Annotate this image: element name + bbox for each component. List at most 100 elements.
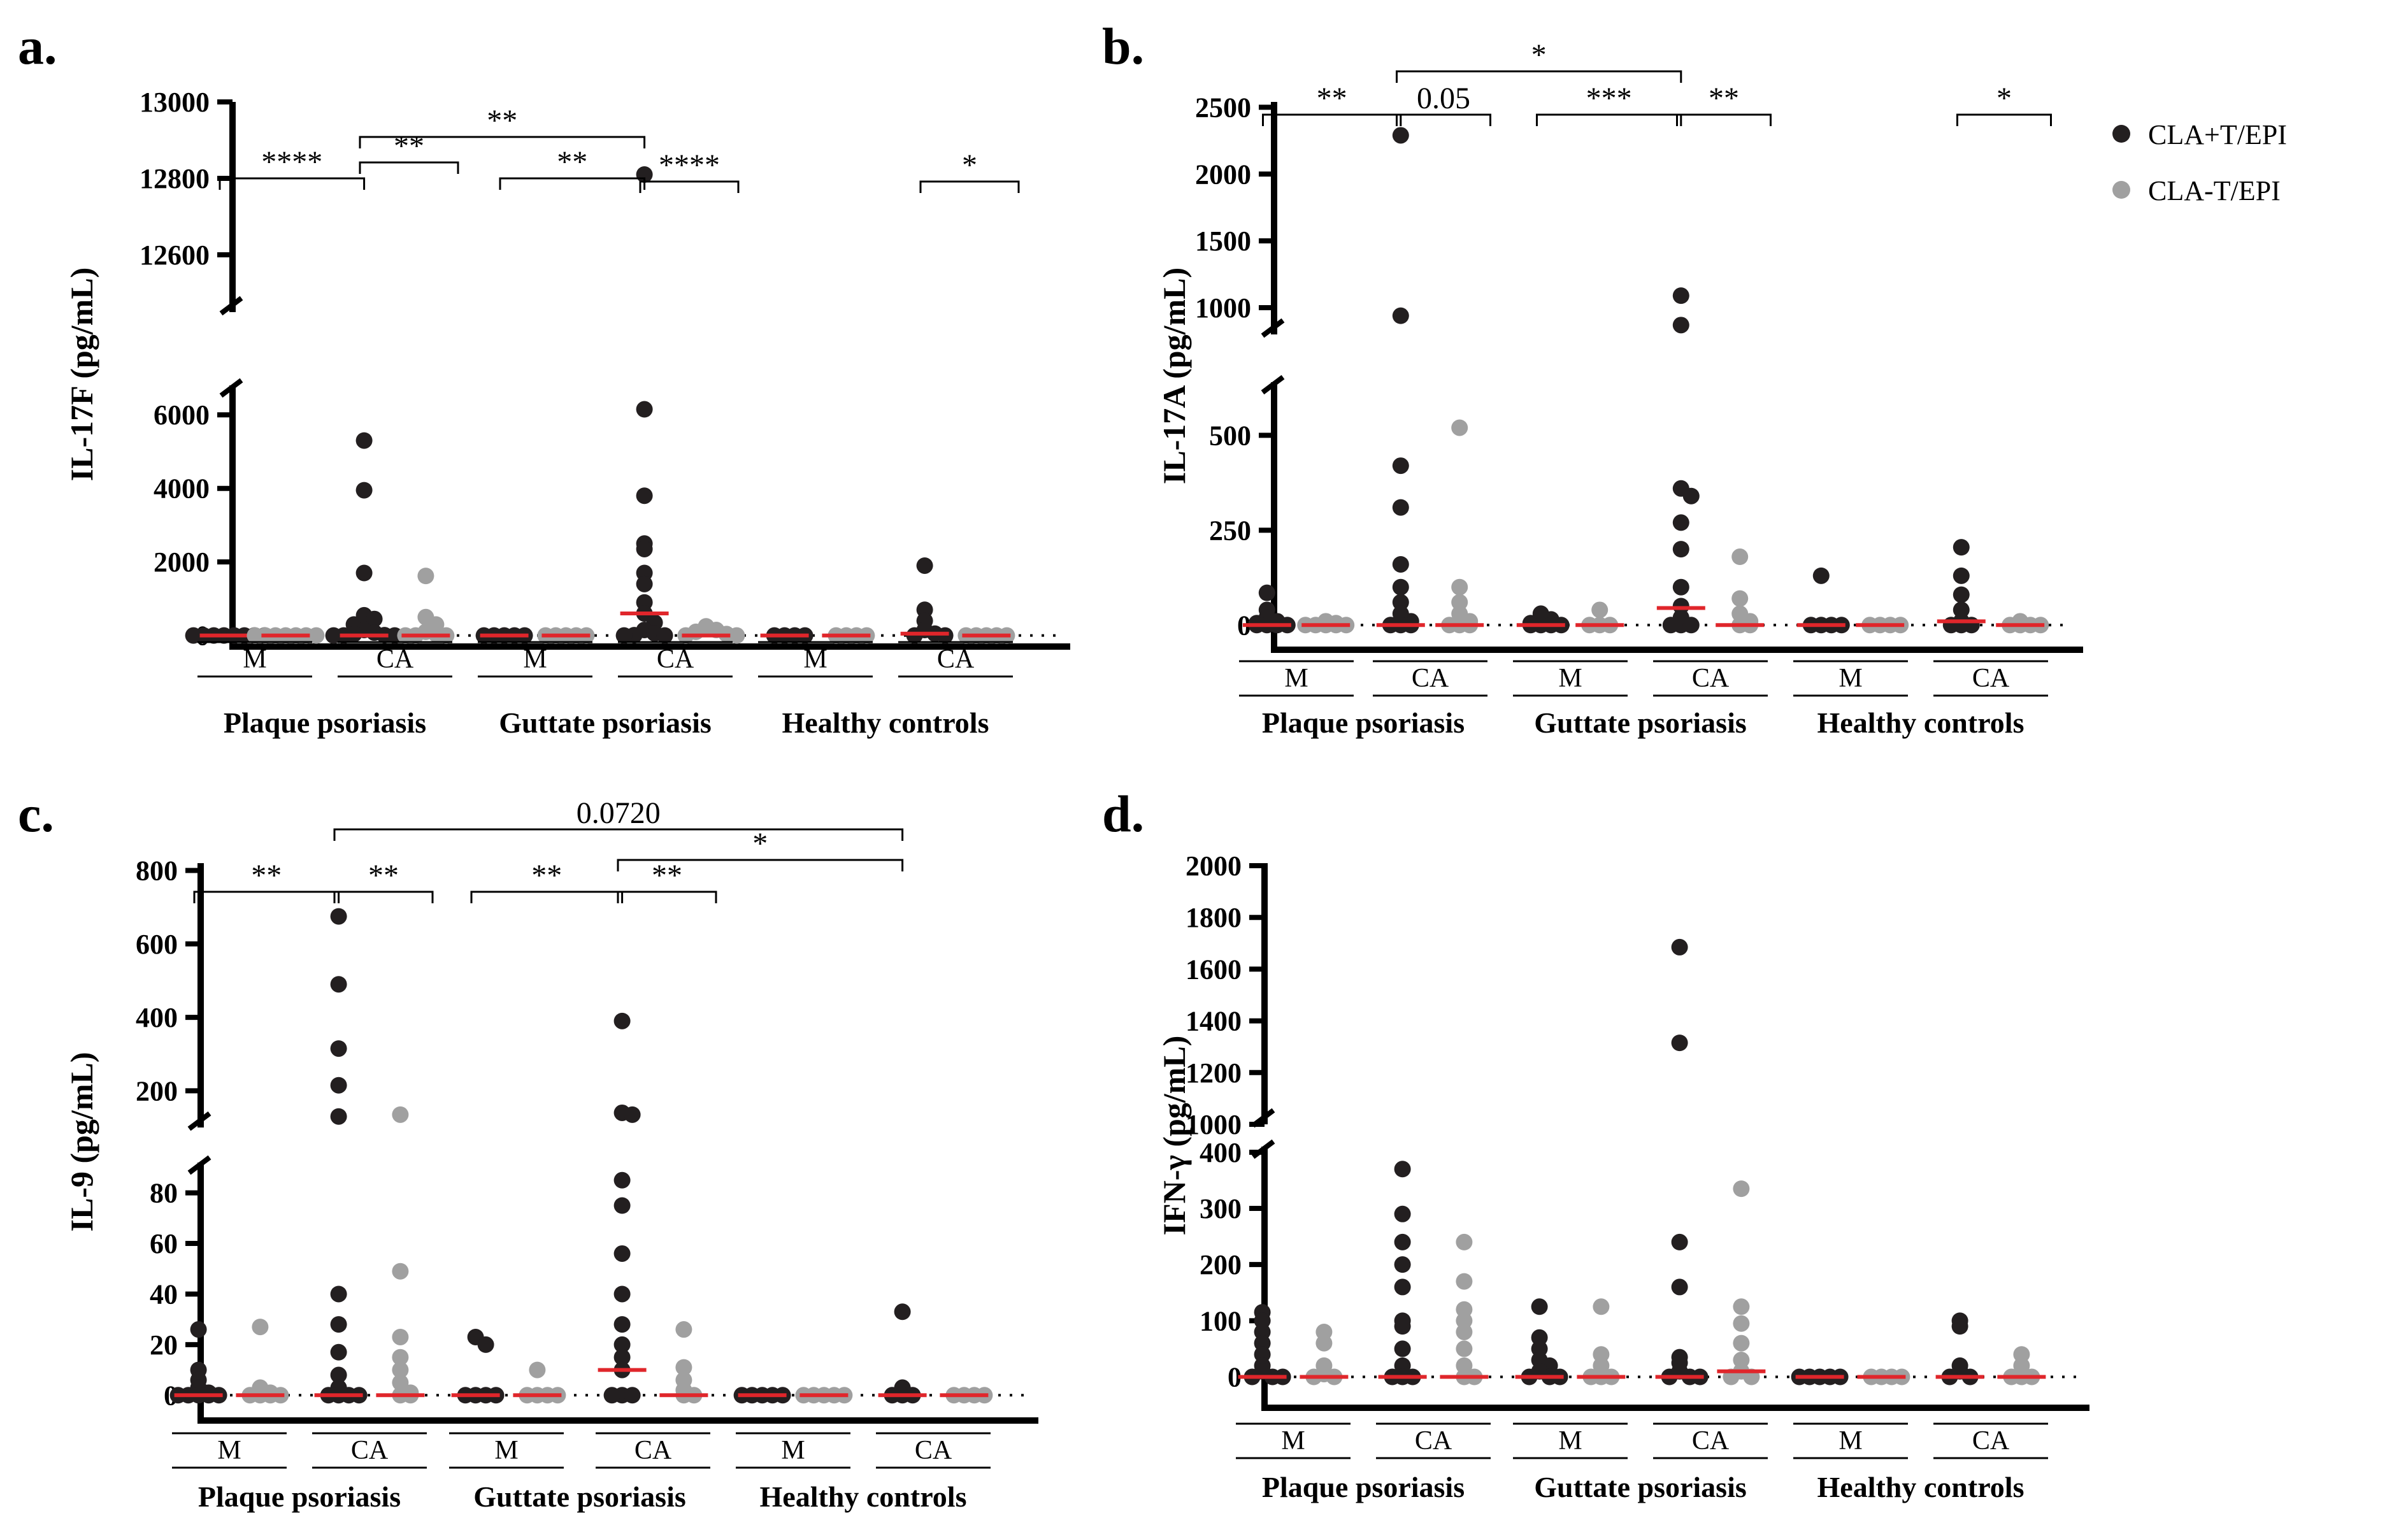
significance-label: *** [1586, 82, 1632, 115]
y-axis-title: IL-17A (pg/mL) [1156, 268, 1192, 484]
data-point [1451, 594, 1468, 611]
subgroup-label: CA [634, 1436, 672, 1465]
y-tick-label: 600 [136, 929, 178, 960]
data-point [1315, 1335, 1333, 1352]
y-tick-label: 1000 [1195, 292, 1251, 324]
data-point [392, 1328, 409, 1345]
y-tick-label: 2000 [1186, 850, 1242, 882]
group-label: Plaque psoriasis [224, 706, 426, 739]
data-point [1394, 1161, 1411, 1178]
data-point [636, 487, 653, 505]
data-point [308, 627, 325, 644]
significance-bracket [617, 891, 717, 903]
significance-bracket [639, 180, 740, 193]
data-point [613, 1171, 631, 1189]
data-point [1733, 1298, 1750, 1315]
group-label: Plaque psoriasis [198, 1480, 401, 1513]
data-point [1733, 1180, 1750, 1198]
data-point [1392, 457, 1409, 475]
significance-bracket [470, 891, 624, 903]
data-point [656, 627, 673, 644]
significance-bracket [333, 891, 434, 903]
y-tick-label: 400 [1200, 1137, 1242, 1168]
legend-label: CLA+T/EPI [2148, 119, 2287, 150]
data-point [1733, 1335, 1750, 1352]
subgroup-label: M [494, 1436, 518, 1465]
y-tick-label: 1200 [1186, 1057, 1242, 1089]
data-point [1394, 1205, 1411, 1222]
y-tick-label: 4000 [154, 473, 210, 505]
y-tick-label: 200 [136, 1075, 178, 1106]
panel-label: a. [18, 17, 57, 75]
data-point [330, 1316, 347, 1333]
data-point [1392, 555, 1409, 573]
data-point [1456, 1273, 1473, 1290]
data-point [1671, 938, 1688, 956]
data-point [355, 564, 373, 582]
y-tick-label: 2000 [154, 547, 210, 578]
y-tick-label: 12800 [140, 163, 210, 194]
data-point [1953, 601, 1970, 619]
y-tick-label: 2000 [1195, 159, 1251, 190]
significance-label: **** [261, 145, 322, 179]
data-point [1672, 317, 1689, 334]
group-label: Plaque psoriasis [1262, 706, 1465, 739]
y-tick-label: 400 [136, 1002, 178, 1033]
y-tick-label: 40 [150, 1278, 178, 1310]
data-point [613, 1197, 631, 1214]
data-point [1394, 1233, 1411, 1250]
data-point [636, 540, 653, 557]
data-point [1392, 578, 1409, 596]
subgroup-label: M [1838, 1426, 1862, 1456]
data-point [330, 1040, 347, 1057]
data-point [392, 1263, 409, 1280]
panel-label: b. [1102, 17, 1144, 75]
data-point [1672, 541, 1689, 558]
data-point [615, 627, 633, 644]
y-axis-title: IL-9 (pg/mL) [64, 1052, 99, 1232]
axis-break-mark [187, 1111, 211, 1131]
data-point [417, 568, 434, 585]
group-label: Plaque psoriasis [1262, 1471, 1465, 1503]
data-point [1258, 584, 1275, 601]
significance-bracket [333, 828, 904, 841]
data-point [603, 1387, 620, 1404]
y-tick-label: 0 [1228, 1362, 1242, 1393]
data-point [1662, 617, 1679, 634]
y-tick-label: 1400 [1186, 1006, 1242, 1037]
significance-bracket [359, 161, 459, 174]
data-point [1733, 1315, 1750, 1332]
significance-bracket [499, 177, 646, 190]
data-point [190, 1321, 207, 1338]
data-point [1392, 594, 1409, 611]
significance-label: 0.05 [1417, 82, 1470, 115]
subgroup-label: M [1558, 1426, 1582, 1456]
data-point [1963, 617, 1980, 634]
data-point [1394, 1340, 1411, 1357]
significance-label: ** [1317, 82, 1347, 115]
chart-panel: c.IL-9 (pg/mL)200400600800020406080*****… [18, 785, 1038, 1513]
y-axis-title: IFN-γ (pg/mL) [1156, 1036, 1192, 1236]
data-point [1671, 1278, 1688, 1296]
data-point [1456, 1233, 1473, 1250]
data-point [392, 1361, 409, 1378]
subgroup-label: CA [1972, 664, 2010, 693]
significance-bracket [193, 891, 340, 903]
data-point [1682, 617, 1700, 634]
significance-label: * [752, 827, 768, 861]
y-tick-label: 2500 [1195, 92, 1251, 123]
significance-label: * [962, 148, 977, 182]
subgroup-label: M [803, 645, 827, 674]
data-point [1392, 127, 1409, 144]
subgroup-label: M [1281, 1426, 1305, 1456]
data-point [366, 610, 383, 627]
data-point [675, 1321, 692, 1338]
data-point [247, 627, 264, 644]
significance-label: * [1996, 82, 2012, 115]
y-tick-label: 1600 [1186, 954, 1242, 985]
significance-label: **** [659, 148, 720, 182]
axis-break-mark [219, 378, 243, 398]
subgroup-label: M [217, 1436, 241, 1465]
data-point [330, 1077, 347, 1094]
